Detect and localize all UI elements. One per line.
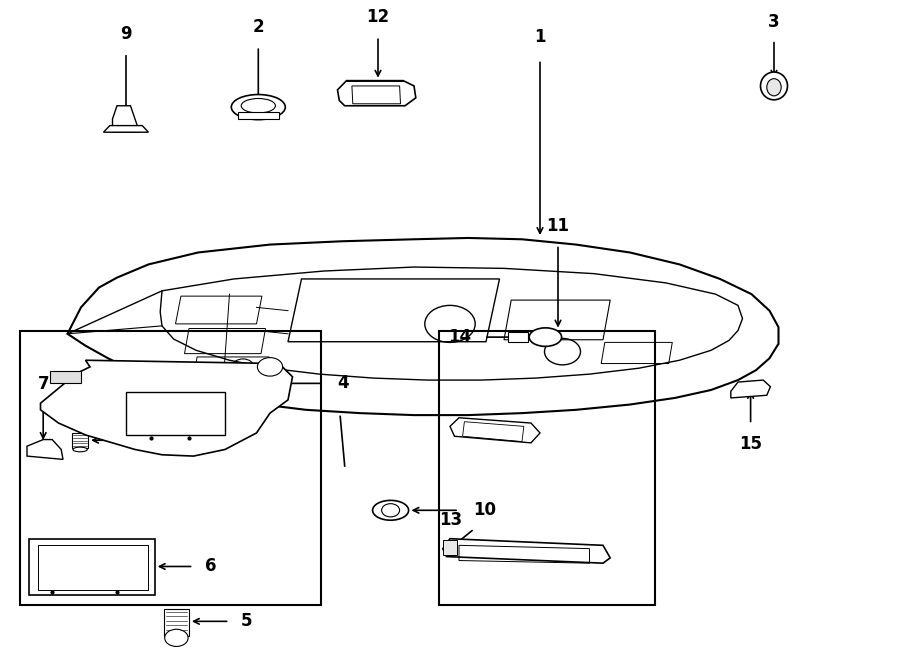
Bar [439, 330, 655, 605]
Text: 14: 14 [448, 328, 472, 346]
Circle shape [165, 629, 188, 646]
Polygon shape [40, 360, 292, 456]
Text: 5: 5 [241, 612, 253, 631]
Bar [164, 609, 189, 636]
Ellipse shape [373, 500, 409, 520]
Text: 6: 6 [205, 557, 217, 576]
Polygon shape [443, 539, 610, 563]
Ellipse shape [767, 79, 781, 96]
Bar [29, 539, 155, 595]
Text: 13: 13 [439, 510, 463, 529]
Polygon shape [338, 81, 416, 106]
Text: 15: 15 [739, 435, 762, 453]
Ellipse shape [760, 72, 788, 100]
Text: 9: 9 [121, 25, 131, 43]
Text: 2: 2 [253, 19, 264, 36]
Polygon shape [50, 371, 81, 383]
Polygon shape [450, 418, 540, 443]
Bar [126, 392, 225, 435]
Circle shape [257, 358, 283, 376]
Ellipse shape [241, 98, 275, 113]
Polygon shape [731, 380, 770, 398]
Polygon shape [27, 440, 63, 459]
Ellipse shape [73, 447, 87, 452]
Polygon shape [443, 540, 457, 555]
Text: 7: 7 [38, 375, 49, 393]
Ellipse shape [231, 95, 285, 120]
Bar [38, 545, 148, 590]
Polygon shape [112, 106, 140, 132]
Text: 12: 12 [366, 9, 390, 26]
Polygon shape [68, 238, 778, 415]
Bar [508, 332, 528, 342]
Polygon shape [104, 126, 148, 132]
Text: 4: 4 [338, 374, 349, 393]
Text: 3: 3 [769, 13, 779, 31]
Text: 8: 8 [153, 431, 165, 449]
Polygon shape [72, 433, 88, 448]
Text: 1: 1 [535, 28, 545, 46]
Ellipse shape [529, 328, 562, 346]
Bar [20, 330, 321, 605]
Bar [238, 112, 279, 119]
Text: 11: 11 [546, 217, 570, 235]
Text: 10: 10 [473, 501, 497, 520]
